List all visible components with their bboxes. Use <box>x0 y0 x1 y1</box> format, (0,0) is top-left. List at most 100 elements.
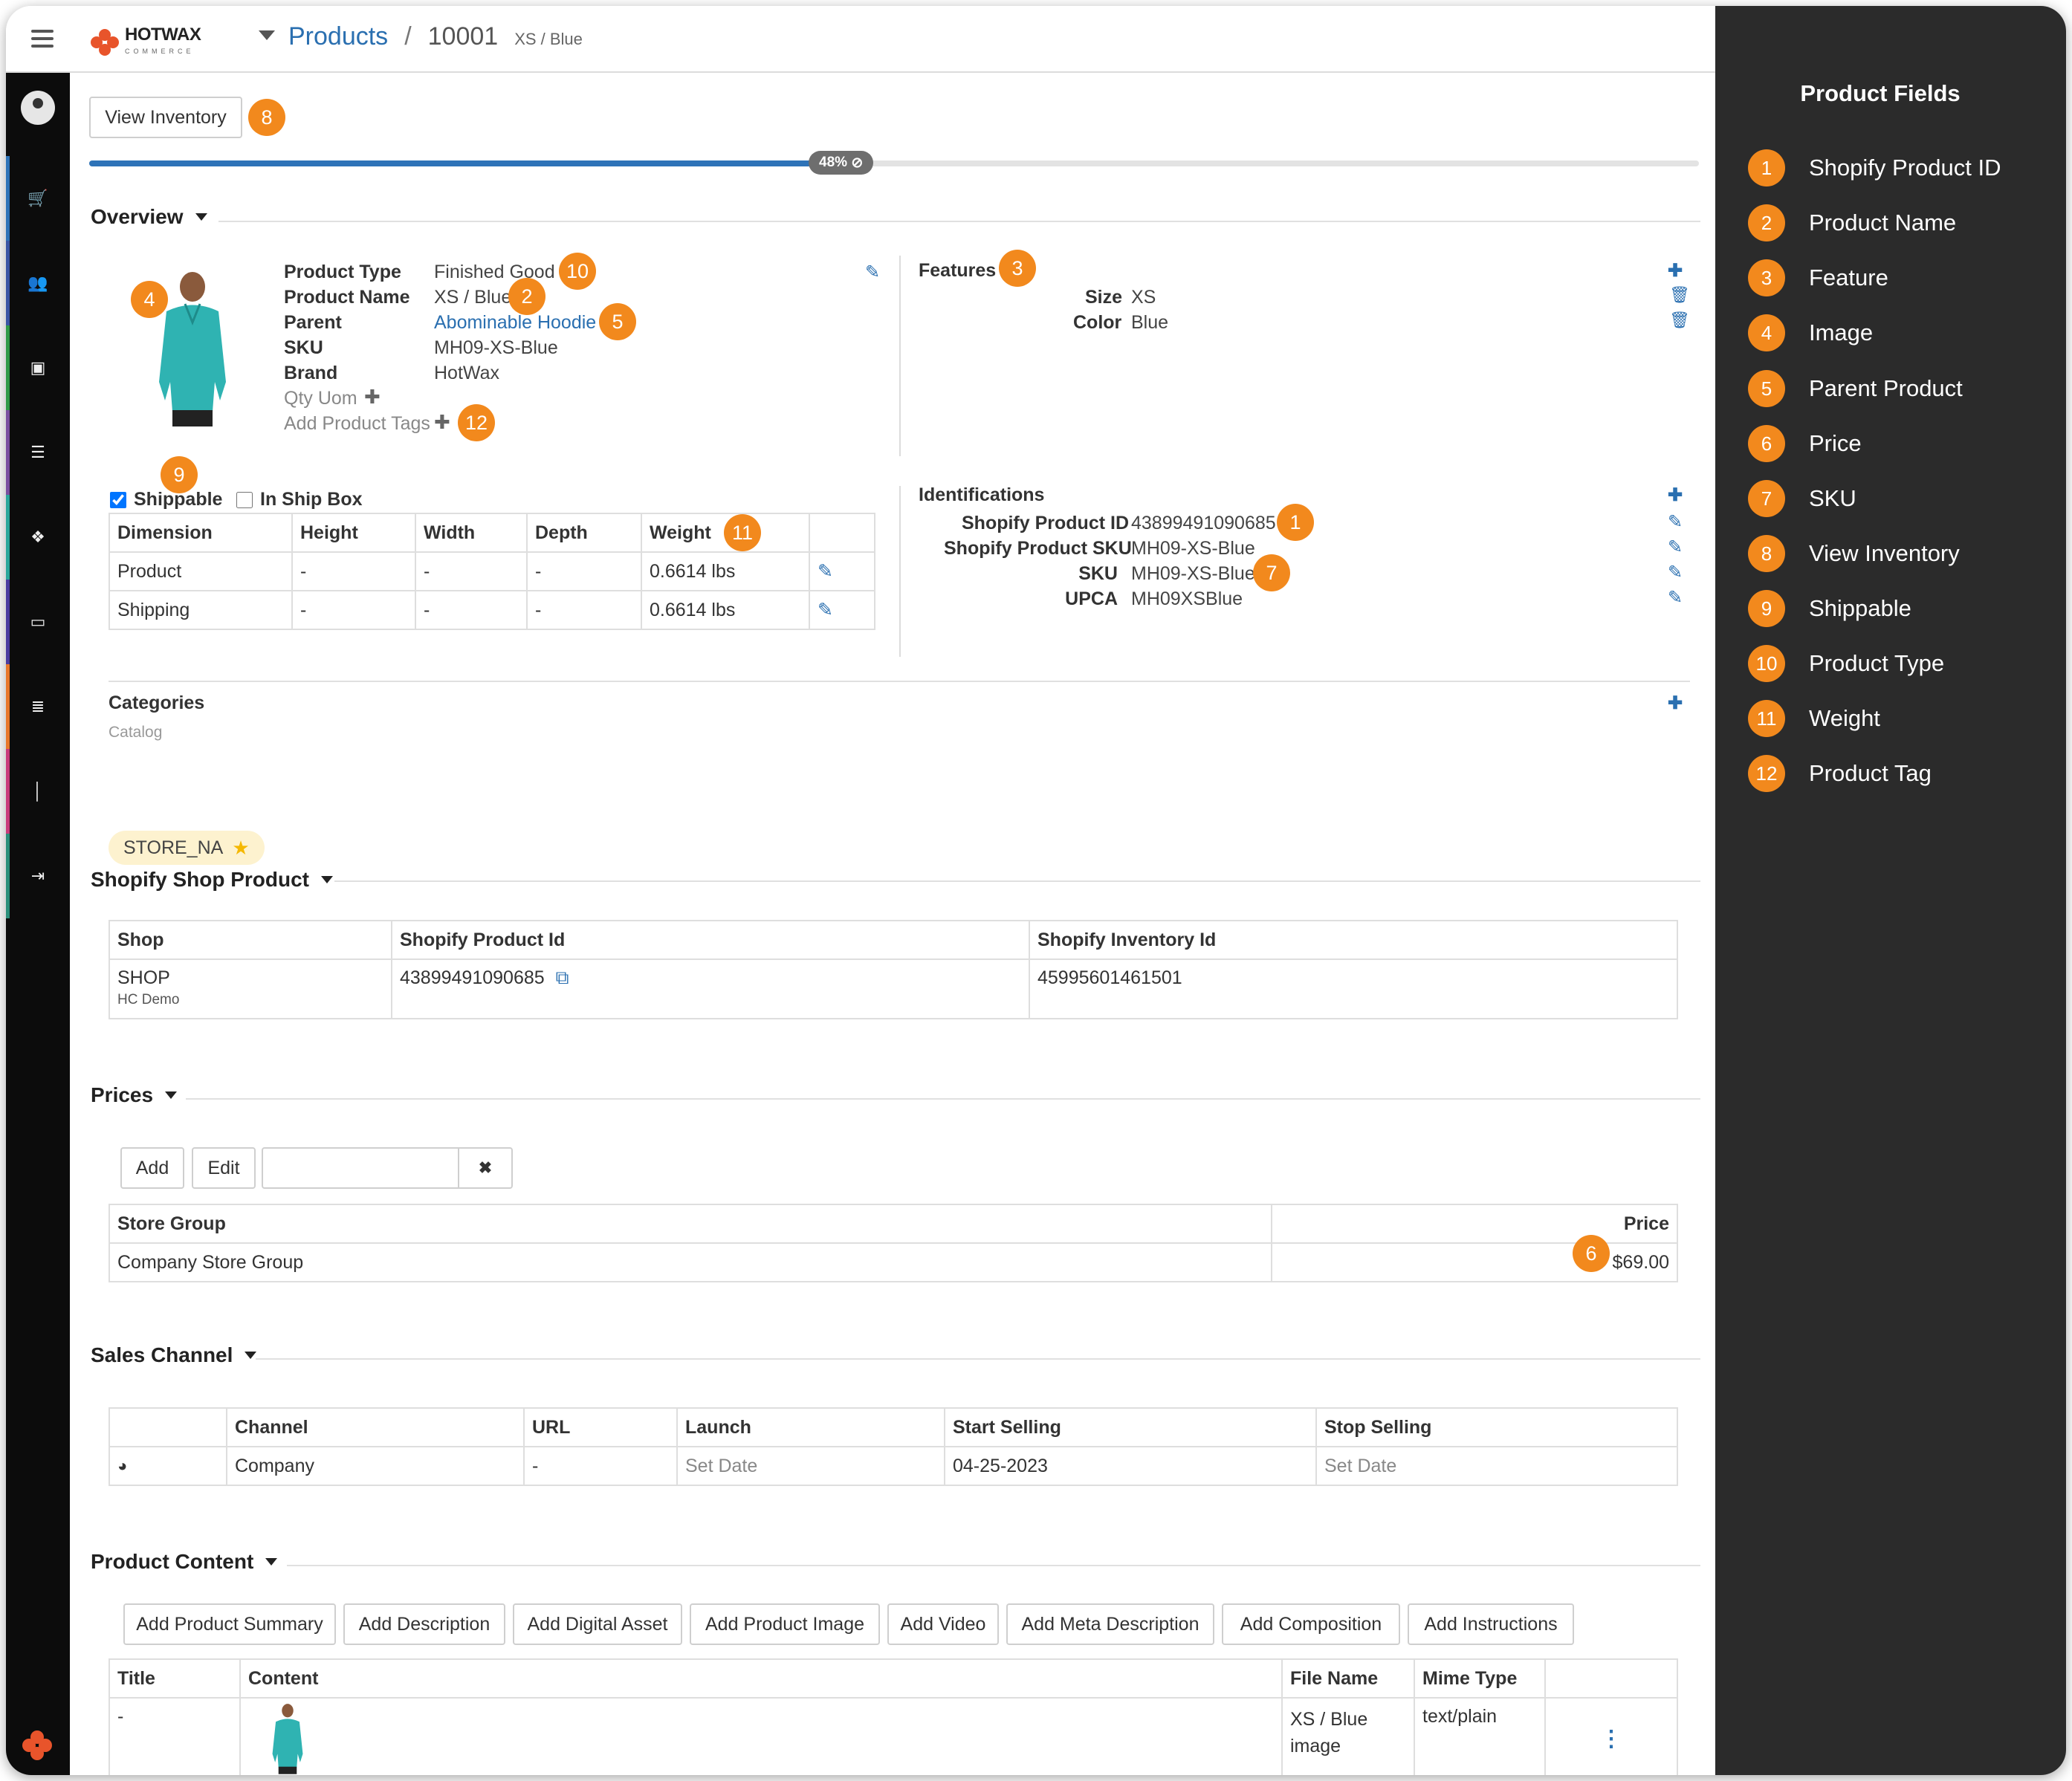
edit-pencil-icon[interactable]: ✎ <box>809 551 875 591</box>
edit-overview-pencil-icon[interactable]: ✎ <box>865 262 881 282</box>
add-identification-plus-icon[interactable]: ✚ <box>1668 485 1683 505</box>
edit-pencil-icon[interactable]: ✎ <box>1668 537 1683 557</box>
column-header: Dimension <box>109 513 293 553</box>
add-instructions-button[interactable]: Add Instructions <box>1408 1603 1574 1645</box>
hamburger-menu-icon[interactable] <box>31 30 54 48</box>
categories-title: Categories <box>109 692 205 713</box>
callout-badge-11: 11 <box>724 514 761 551</box>
feature-color-value: Blue <box>1131 312 1169 333</box>
top-bar: HOTWAX COMMERCE Products / 10001 XS / Bl… <box>6 6 1715 73</box>
width-value: - <box>415 551 528 591</box>
users-icon[interactable]: 👥 <box>6 241 70 325</box>
table-row: Company Store Group $69.00 <box>109 1242 1678 1282</box>
breadcrumb-products-link[interactable]: Products <box>288 22 389 51</box>
panel-title: Product Fields <box>1800 80 1961 106</box>
callout-badge-12: 12 <box>458 404 495 441</box>
database-icon[interactable]: ≣ <box>6 664 70 749</box>
hotwax-logo[interactable]: HOTWAX COMMERCE <box>91 26 201 59</box>
column-header: Shop <box>109 920 392 960</box>
overview-section-toggle[interactable]: Overview <box>91 205 207 229</box>
in-ship-box-checkbox[interactable] <box>236 492 253 508</box>
caret-down-icon <box>321 876 333 883</box>
progress-label: 48% <box>819 155 848 170</box>
shippable-checkbox[interactable] <box>110 492 126 508</box>
delete-feature-trash-icon[interactable]: 🗑 <box>1669 311 1690 329</box>
clear-input-x-icon[interactable]: ✖ <box>458 1147 513 1189</box>
file-name-line: image <box>1290 1736 1341 1756</box>
cubes-icon[interactable]: ▣ <box>6 325 70 410</box>
product-image[interactable] <box>152 270 233 426</box>
shopify-product-id-cell: 43899491090685 ⧉ <box>391 958 1030 1019</box>
launch-set-date-link[interactable]: Set Date <box>676 1446 945 1486</box>
start-selling-date[interactable]: 04-25-2023 <box>944 1446 1317 1486</box>
caret-down-icon[interactable] <box>259 30 275 40</box>
left-nav-rail: 🛒 👥 ▣ ☰ ❖ ▭ ≣ │ ⇥ <box>6 73 70 1775</box>
shop-sub: HC Demo <box>117 992 180 1008</box>
feature-size-value: XS <box>1131 287 1156 308</box>
section-divider <box>334 880 1700 882</box>
identification-label: SKU <box>1078 563 1118 584</box>
identification-label: Shopify Product SKU <box>944 538 1132 559</box>
add-product-summary-button[interactable]: Add Product Summary <box>123 1603 336 1645</box>
row-actions-kebab-icon[interactable]: ⋮ <box>1544 1697 1678 1775</box>
mime-type: text/plain <box>1414 1697 1546 1775</box>
add-feature-plus-icon[interactable]: ✚ <box>1668 261 1683 281</box>
money-icon[interactable]: ▭ <box>6 580 70 664</box>
add-video-button[interactable]: Add Video <box>887 1603 999 1645</box>
column-header: Depth <box>526 513 642 553</box>
product-name-label: Product Name <box>284 287 410 308</box>
edit-pencil-icon[interactable]: ✎ <box>1668 512 1683 532</box>
product-content-section-toggle[interactable]: Product Content <box>91 1550 278 1574</box>
legend-label: Product Tag <box>1809 760 1932 786</box>
edit-pencil-icon[interactable]: ✎ <box>1668 562 1683 583</box>
content-thumbnail-image[interactable] <box>269 1703 306 1774</box>
add-product-image-button[interactable]: Add Product Image <box>690 1603 880 1645</box>
list-icon[interactable]: ☰ <box>6 410 70 495</box>
parent-label: Parent <box>284 312 342 333</box>
table-header-row: Channel URL Launch Start Selling Stop Se… <box>109 1407 1678 1447</box>
stop-selling-set-date-link[interactable]: Set Date <box>1315 1446 1678 1486</box>
identification-label: Shopify Product ID <box>962 513 1129 533</box>
section-divider <box>218 221 1700 222</box>
sign-out-icon[interactable]: ⇥ <box>6 834 70 918</box>
edit-pencil-icon[interactable]: ✎ <box>1668 588 1683 608</box>
user-avatar-icon[interactable] <box>21 91 55 125</box>
product-content-table: Title Content File Name Mime Type - XS /… <box>109 1658 1678 1775</box>
add-product-tag-plus-icon[interactable]: ✚ <box>434 411 450 433</box>
edit-price-button[interactable]: Edit <box>192 1147 256 1189</box>
legend-label: Product Name <box>1809 210 1957 236</box>
add-digital-asset-button[interactable]: Add Digital Asset <box>513 1603 682 1645</box>
add-qty-uom-plus-icon[interactable]: ✚ <box>364 386 381 408</box>
category-chip[interactable]: STORE_NA ★ <box>109 831 265 865</box>
column-header: Store Group <box>109 1204 1272 1244</box>
shop-cell: SHOP HC Demo <box>109 958 392 1019</box>
price-input[interactable] <box>262 1147 459 1189</box>
delete-feature-trash-icon[interactable]: 🗑 <box>1669 285 1690 304</box>
legend-number: 1 <box>1748 149 1785 186</box>
callout-badge-10: 10 <box>559 253 596 290</box>
external-link-icon[interactable]: ⧉ <box>555 967 569 988</box>
sales-channel-section-toggle[interactable]: Sales Channel <box>91 1343 257 1367</box>
legend-label: Parent Product <box>1809 375 1963 401</box>
prices-section-toggle[interactable]: Prices <box>91 1083 178 1107</box>
add-composition-button[interactable]: Add Composition <box>1222 1603 1400 1645</box>
divider-icon[interactable]: │ <box>6 749 70 834</box>
edit-pencil-icon[interactable]: ✎ <box>809 590 875 630</box>
cart-icon[interactable]: 🛒 <box>6 156 70 241</box>
add-category-plus-icon[interactable]: ✚ <box>1668 693 1683 713</box>
dropbox-icon[interactable]: ❖ <box>6 495 70 580</box>
shopify-section-toggle[interactable]: Shopify Shop Product <box>91 868 333 892</box>
bottom-logo-icon <box>22 1730 52 1760</box>
callout-badge-2: 2 <box>508 278 545 315</box>
parent-product-link[interactable]: Abominable Hoodie <box>434 312 597 333</box>
identification-value: MH09-XS-Blue <box>1131 538 1255 559</box>
add-meta-description-button[interactable]: Add Meta Description <box>1006 1603 1214 1645</box>
breadcrumb-product-id: 10001 <box>427 22 499 51</box>
add-description-button[interactable]: Add Description <box>343 1603 505 1645</box>
add-price-button[interactable]: Add <box>120 1147 184 1189</box>
column-header: File Name <box>1281 1658 1415 1699</box>
view-inventory-button[interactable]: View Inventory <box>89 97 242 138</box>
callout-badge-3: 3 <box>999 250 1036 287</box>
table-row: Product - - - 0.6614 lbs ✎ <box>109 551 875 591</box>
empty-header <box>809 513 875 553</box>
